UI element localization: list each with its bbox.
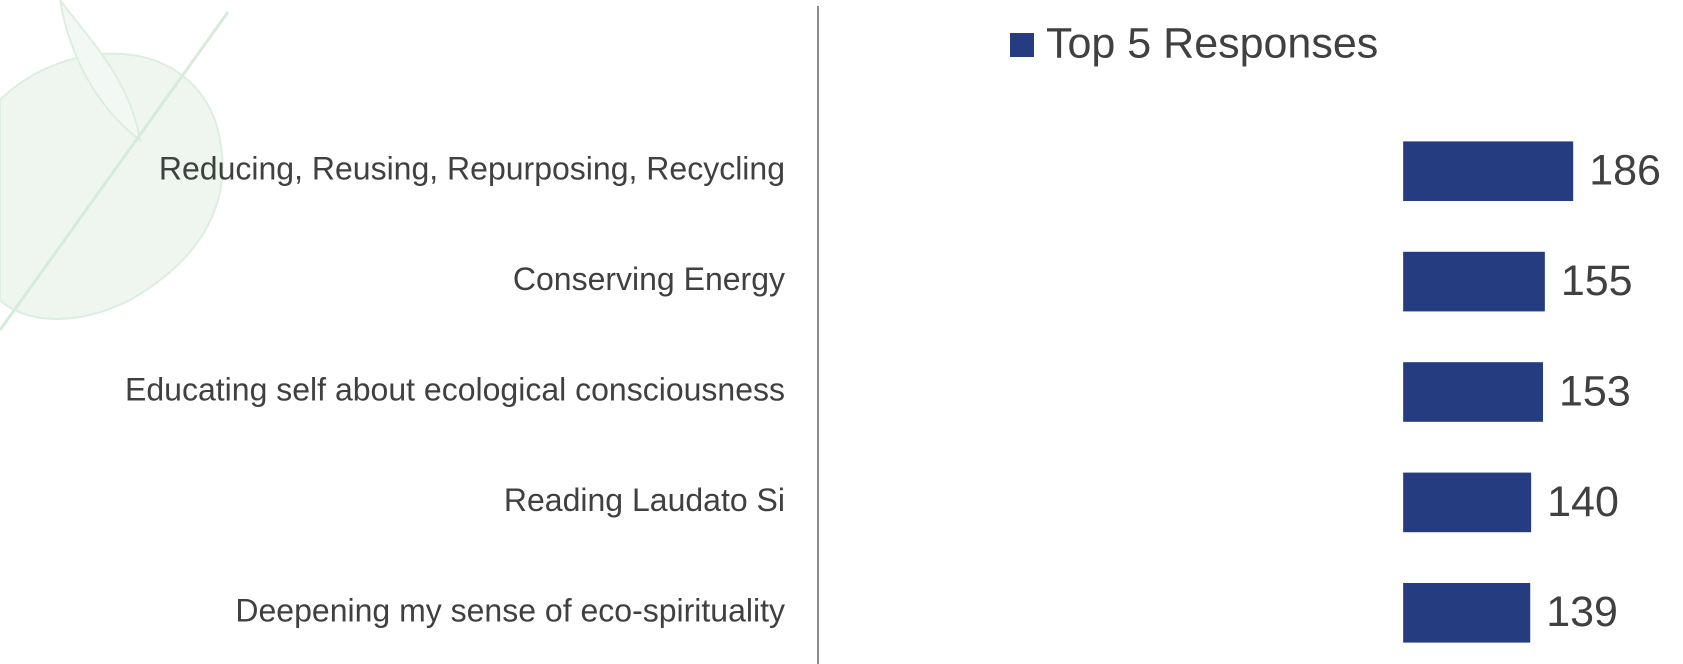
legend-label: Top 5 Responses: [1046, 19, 1378, 67]
y-tick-label: Conserving Energy: [513, 261, 785, 297]
legend-swatch: [1010, 33, 1034, 57]
bar: [1403, 583, 1530, 643]
bar: [1403, 473, 1531, 533]
bar: [1403, 362, 1543, 422]
y-tick-label: Reducing, Reusing, Repurposing, Recyclin…: [159, 151, 785, 187]
y-tick-label: Educating self about ecological consciou…: [125, 371, 785, 407]
value-label: 140: [1547, 478, 1619, 526]
value-label: 153: [1559, 367, 1631, 415]
value-label: 155: [1561, 257, 1633, 305]
bar: [1403, 141, 1573, 201]
value-label: 186: [1589, 147, 1661, 195]
bar: [1403, 252, 1545, 312]
chart: Top 5 Responses Reducing, Reusing, Repurp…: [0, 0, 1683, 664]
y-tick-label: Reading Laudato Si: [504, 482, 785, 518]
value-label: 139: [1546, 588, 1618, 636]
y-tick-label: Deepening my sense of eco-spirituality: [235, 592, 785, 628]
page: Top 5 Responses Reducing, Reusing, Repurp…: [0, 0, 1683, 664]
